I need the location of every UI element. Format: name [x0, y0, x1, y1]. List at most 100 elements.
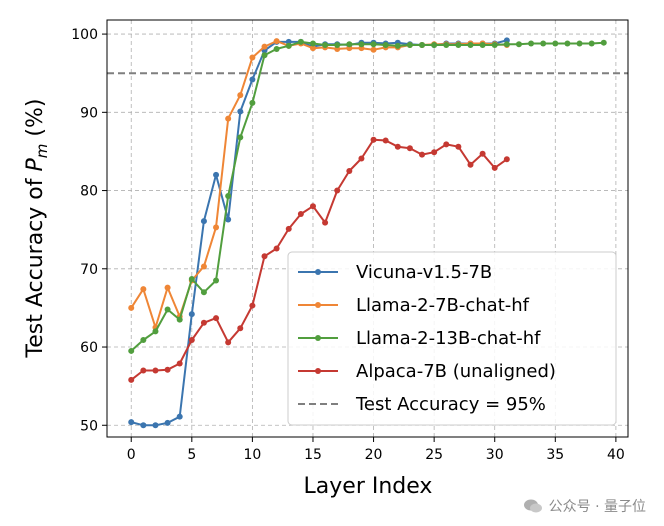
- legend-item: Alpaca-7B (unaligned): [298, 361, 556, 382]
- data-point: [431, 42, 438, 49]
- y-tick-label: 90: [80, 105, 98, 121]
- data-point: [213, 277, 220, 284]
- legend-label: Test Accuracy = 95%: [355, 394, 546, 415]
- data-point: [503, 156, 510, 163]
- data-point: [394, 143, 401, 150]
- legend-label: Vicuna-v1.5-7B: [356, 262, 492, 283]
- legend-item: Llama-2-13B-chat-hf: [298, 328, 541, 349]
- data-point: [346, 41, 353, 48]
- series-line: [130, 40, 604, 352]
- data-point: [249, 76, 256, 83]
- data-point: [334, 42, 341, 49]
- data-point: [213, 171, 220, 178]
- data-point: [261, 253, 268, 260]
- legend-item: Test Accuracy = 95%: [298, 394, 546, 415]
- data-point: [370, 136, 377, 143]
- data-point: [467, 42, 474, 49]
- y-axis-title-subscript: m: [33, 144, 51, 159]
- data-point: [261, 43, 268, 50]
- y-axis-ticks: 50 60 70 80 90 100: [71, 27, 107, 434]
- data-point: [128, 347, 135, 354]
- data-point: [273, 38, 280, 45]
- data-point: [164, 284, 171, 291]
- data-point: [225, 115, 232, 122]
- data-point: [176, 316, 183, 323]
- data-point: [128, 304, 135, 311]
- data-point: [237, 325, 244, 332]
- y-axis-title-suffix: (%): [23, 99, 48, 144]
- watermark-text: 公众号 · 量子位: [548, 499, 646, 515]
- data-point: [140, 336, 147, 343]
- watermark: 公众号 · 量子位: [523, 496, 646, 516]
- data-point: [309, 203, 316, 210]
- data-point: [128, 419, 135, 426]
- data-point: [588, 40, 595, 47]
- data-point: [237, 134, 244, 141]
- data-point: [309, 45, 316, 52]
- x-tick-label: 15: [304, 447, 322, 463]
- legend-label: Alpaca-7B (unaligned): [356, 361, 556, 382]
- data-point: [225, 193, 232, 200]
- data-point: [322, 42, 329, 49]
- data-point: [346, 167, 353, 174]
- data-point: [576, 40, 583, 47]
- data-point: [370, 41, 377, 48]
- data-point: [152, 367, 159, 374]
- data-point: [382, 137, 389, 144]
- data-point: [564, 40, 571, 47]
- data-point: [515, 41, 522, 48]
- series-layer: [128, 37, 607, 429]
- data-point: [200, 263, 207, 270]
- data-point: [431, 149, 438, 156]
- data-point: [176, 360, 183, 367]
- x-tick-label: 25: [425, 447, 443, 463]
- x-tick-label: 10: [243, 447, 261, 463]
- data-point: [552, 40, 559, 47]
- data-point: [297, 211, 304, 218]
- data-point: [188, 311, 195, 318]
- data-point: [309, 40, 316, 47]
- data-point: [225, 216, 232, 223]
- x-tick-label: 5: [187, 447, 196, 463]
- data-point: [200, 319, 207, 326]
- data-point: [188, 336, 195, 343]
- data-point: [528, 40, 535, 47]
- y-axis-title-prefix: Test Accuracy of: [23, 172, 48, 359]
- x-tick-label: 20: [365, 447, 383, 463]
- data-point: [225, 339, 232, 346]
- data-point: [200, 289, 207, 296]
- data-point: [358, 155, 365, 162]
- y-axis-title-variable: P: [23, 158, 48, 172]
- legend-marker: [315, 368, 321, 374]
- data-point: [443, 42, 450, 49]
- data-point: [419, 151, 426, 158]
- data-point: [479, 42, 486, 49]
- data-point: [455, 42, 462, 49]
- x-tick-label: 40: [607, 447, 625, 463]
- data-point: [406, 145, 413, 152]
- data-point: [140, 367, 147, 374]
- data-point: [382, 42, 389, 49]
- y-tick-label: 100: [71, 27, 98, 43]
- data-point: [491, 42, 498, 49]
- data-point: [237, 108, 244, 115]
- x-axis-title: Layer Index: [304, 474, 433, 499]
- data-point: [249, 99, 256, 106]
- x-tick-label: 0: [127, 447, 136, 463]
- legend-marker: [315, 335, 321, 341]
- series-alpaca-7b-unaligned: [128, 136, 510, 383]
- data-point: [152, 328, 159, 335]
- data-point: [467, 161, 474, 168]
- data-point: [140, 286, 147, 293]
- data-point: [176, 413, 183, 420]
- data-point: [261, 52, 268, 59]
- data-point: [164, 306, 171, 313]
- series-llama-2-13b-chat-hf: [128, 38, 607, 354]
- data-point: [128, 376, 135, 383]
- data-point: [140, 422, 147, 429]
- legend-marker: [315, 269, 321, 275]
- data-point: [297, 38, 304, 45]
- data-point: [188, 275, 195, 282]
- data-point: [273, 245, 280, 252]
